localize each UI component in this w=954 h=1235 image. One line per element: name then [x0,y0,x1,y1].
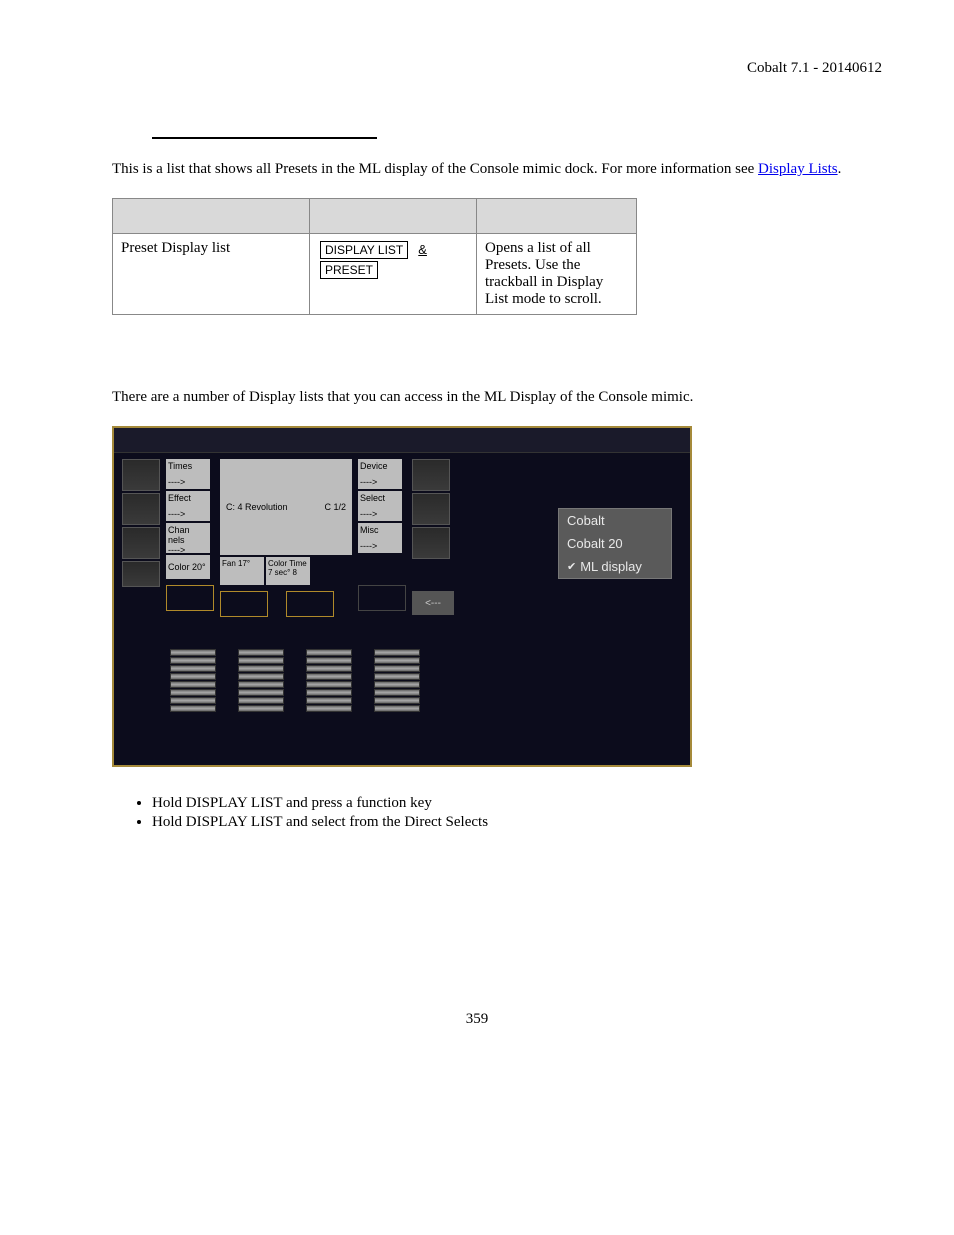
arrow-icon: ----> [360,541,400,551]
middle-display: C: 4 Revolution C 1/2 [220,459,352,555]
label-text: Chan nels [168,525,208,545]
slider[interactable] [122,561,160,587]
menu-item-mldisplay[interactable]: ML display [559,555,671,578]
table-cell-keys: DISPLAY LIST& PRESET [310,234,477,315]
arrow-icon: ----> [168,477,208,487]
arrow-icon: ----> [360,509,400,519]
instruction-list: Hold DISPLAY LIST and press a function k… [152,795,882,831]
label-text: Select [360,493,400,503]
button-slot[interactable] [166,585,214,611]
table-cell-description: Opens a list of all Presets. Use the tra… [477,234,637,315]
button-slot[interactable] [286,591,334,617]
arrow-icon: ----> [168,545,208,555]
label-text: Device [360,461,400,471]
mini-fan[interactable]: Fan 17° [220,557,264,585]
document-page: Cobalt 7.1 - 20140612 This is a list tha… [0,0,954,1068]
label-text: Misc [360,525,400,535]
arrow-icon: ----> [360,477,400,487]
keycap-display-list: DISPLAY LIST [320,241,408,259]
table-cell-label: Preset Display list [113,234,310,315]
label-text: Times [168,461,208,471]
slider[interactable] [122,493,160,525]
label-device[interactable]: Device ----> [358,459,402,489]
label-effect[interactable]: Effect ----> [166,491,210,521]
intro-text-pre: This is a list that shows all Presets in… [112,161,758,177]
display-lists-paragraph: There are a number of Display lists that… [112,387,882,408]
mini-colortime[interactable]: Color Time 7 sec° 8 [266,557,310,585]
mini-row: Fan 17° Color Time 7 sec° 8 [220,557,352,585]
table-header-cell [113,199,310,234]
slider[interactable] [412,527,450,559]
right-sliders: <--- [412,459,454,617]
slider[interactable] [122,459,160,491]
button-slot[interactable] [220,591,268,617]
table-header-cell [477,199,637,234]
menu-item-cobalt[interactable]: Cobalt [559,509,671,532]
mid-right-text: C 1/2 [324,502,346,512]
fader-row [168,635,690,751]
fader[interactable] [168,647,218,751]
left-labels: Times----> Effect----> Chan nels----> Co… [166,459,214,617]
label-text: Color 20° [168,562,208,572]
page-number: 359 [72,1011,882,1028]
table-header-cell [310,199,477,234]
menu-item-cobalt20[interactable]: Cobalt 20 [559,532,671,555]
arrow-icon: ----> [168,509,208,519]
slider[interactable] [122,527,160,559]
label-times[interactable]: Times ----> [166,459,210,489]
middle-column: C: 4 Revolution C 1/2 Fan 17° Color Time… [220,459,352,617]
label-misc[interactable]: Misc ----> [358,523,402,553]
intro-paragraph: This is a list that shows all Presets in… [112,159,882,180]
label-color[interactable]: Color 20° [166,555,210,579]
fader[interactable] [304,647,354,751]
fader[interactable] [236,647,286,751]
page-header: Cobalt 7.1 - 20140612 [72,60,882,77]
label-channels[interactable]: Chan nels----> [166,523,210,553]
display-lists-link[interactable]: Display Lists [758,161,838,177]
screenshot-titlebar [114,428,690,453]
mid-left-text: C: 4 Revolution [226,502,288,512]
ampersand: & [418,242,427,257]
table-row: Preset Display list DISPLAY LIST& PRESET… [113,234,637,315]
slider[interactable] [412,493,450,525]
fader[interactable] [372,647,422,751]
label-select[interactable]: Select ----> [358,491,402,521]
preset-table: Preset Display list DISPLAY LIST& PRESET… [112,198,637,315]
list-item: Hold DISPLAY LIST and press a function k… [152,795,882,812]
label-text: Effect [168,493,208,503]
intro-text-post: . [838,161,842,177]
button-slot[interactable] [358,585,406,611]
left-sliders [122,459,160,617]
table-header-row [113,199,637,234]
section-divider [152,137,377,139]
back-button[interactable]: <--- [412,591,454,615]
keycap-preset: PRESET [320,261,378,279]
right-labels: Device ----> Select ----> Misc ----> [358,459,406,617]
list-item: Hold DISPLAY LIST and select from the Di… [152,814,882,831]
slider[interactable] [412,459,450,491]
ml-display-screenshot: Times----> Effect----> Chan nels----> Co… [112,426,692,767]
context-menu: Cobalt Cobalt 20 ML display [558,508,672,579]
